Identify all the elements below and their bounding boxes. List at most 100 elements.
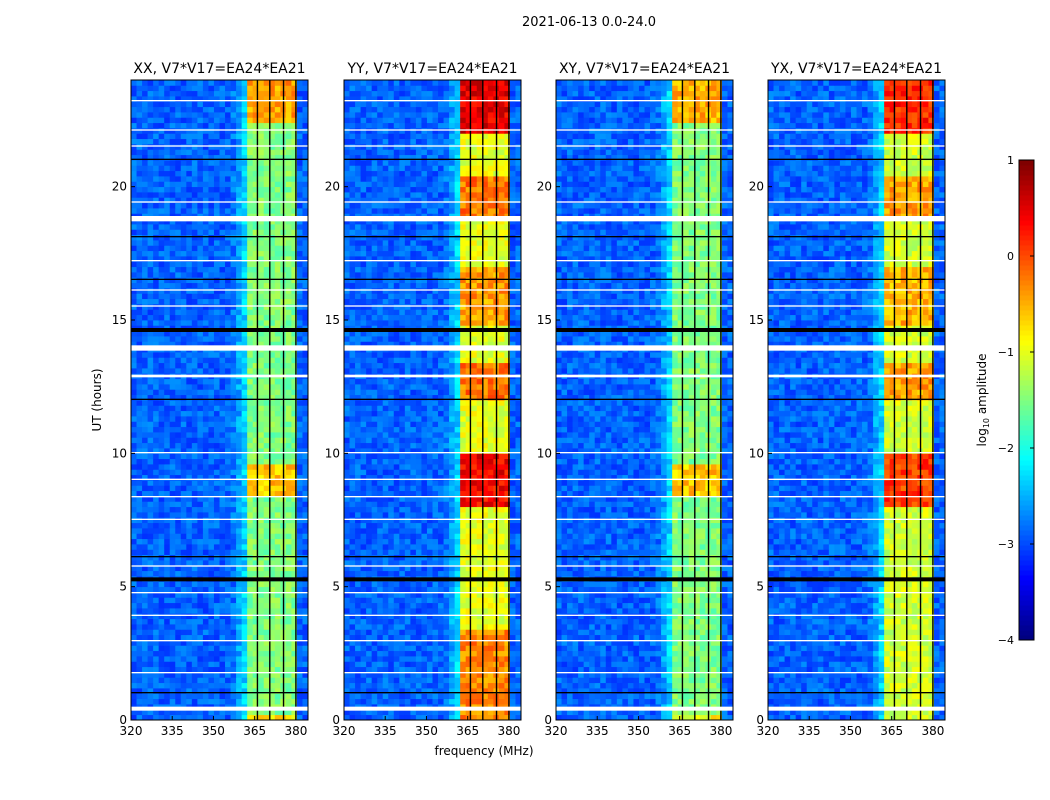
heatmap-cell — [258, 224, 265, 230]
heatmap-cell — [263, 288, 270, 294]
heatmap-cell — [169, 656, 176, 662]
heatmap-cell — [252, 117, 259, 124]
heatmap-cell — [153, 192, 160, 198]
heatmap-cell — [236, 138, 243, 145]
flagged-row — [131, 640, 308, 642]
heatmap-cell — [191, 234, 198, 241]
heatmap-cell — [219, 309, 226, 316]
heatmap-cell — [225, 624, 231, 630]
heatmap-cell — [482, 544, 489, 550]
heatmap-cell — [186, 368, 193, 374]
heatmap-cell — [360, 682, 367, 689]
heatmap-cell — [175, 101, 182, 108]
heatmap-cell — [164, 592, 171, 598]
heatmap-cell — [202, 602, 209, 609]
heatmap-cell — [175, 640, 182, 646]
heatmap-cell — [186, 565, 193, 572]
heatmap-cell — [225, 277, 231, 284]
heatmap-cell — [236, 117, 243, 124]
heatmap-cell — [366, 634, 373, 641]
heatmap-cell — [180, 645, 187, 652]
heatmap-cell — [158, 165, 165, 172]
heatmap-cell — [487, 629, 494, 636]
heatmap-cell — [131, 672, 137, 678]
heatmap-cell — [158, 378, 165, 385]
heatmap-cell — [186, 293, 193, 300]
heatmap-cell — [153, 469, 160, 476]
heatmap-cell — [225, 298, 231, 305]
heatmap-cell — [186, 645, 193, 652]
heatmap-cell — [147, 629, 154, 636]
heatmap-cell — [302, 272, 309, 278]
heatmap-cell — [355, 688, 361, 694]
heatmap-cell — [164, 501, 171, 508]
heatmap-cell — [454, 656, 461, 662]
heatmap-cell — [487, 666, 494, 673]
heatmap-cell — [230, 581, 237, 588]
heatmap-cell — [197, 437, 204, 444]
heatmap-cell — [296, 224, 303, 230]
heatmap-cell — [158, 272, 165, 278]
heatmap-cell — [136, 661, 143, 668]
heatmap-cell — [443, 613, 450, 620]
heatmap-cell — [252, 170, 259, 177]
heatmap-cell — [219, 202, 226, 209]
heatmap-cell — [269, 138, 276, 145]
heatmap-cell — [355, 586, 361, 593]
heatmap-cell — [180, 224, 187, 230]
heatmap-cell — [247, 282, 254, 289]
heatmap-cell — [142, 677, 148, 684]
heatmap-cell — [202, 416, 209, 422]
heatmap-cell — [438, 602, 444, 609]
heatmap-cell — [504, 640, 511, 646]
heatmap-cell — [202, 186, 209, 193]
heatmap-cell — [274, 250, 281, 257]
heatmap-cell — [225, 512, 231, 518]
heatmap-cell — [136, 405, 143, 412]
heatmap-cell — [247, 650, 254, 657]
heatmap-cell — [147, 522, 154, 529]
heatmap-cell — [399, 618, 406, 625]
heatmap-cell — [471, 661, 478, 668]
heatmap-cell — [296, 480, 303, 486]
heatmap-cell — [191, 288, 198, 294]
heatmap-cell — [269, 437, 276, 444]
heatmap-cell — [302, 522, 309, 529]
heatmap-cell — [302, 405, 309, 412]
heatmap-cell — [449, 645, 456, 652]
heatmap-cell — [285, 298, 292, 305]
heatmap-cell — [263, 634, 270, 641]
heatmap-cell — [158, 341, 165, 348]
heatmap-cell — [252, 688, 259, 694]
heatmap-cell — [247, 506, 254, 513]
heatmap-cell — [426, 698, 433, 705]
heatmap-cell — [258, 122, 265, 129]
heatmap-cell — [180, 485, 187, 492]
heatmap-cell — [219, 474, 226, 481]
heatmap-cell — [426, 549, 433, 556]
heatmap-cell — [180, 117, 187, 124]
heatmap-cell — [153, 640, 160, 646]
heatmap-cell — [136, 672, 143, 678]
heatmap-cell — [247, 549, 254, 556]
heatmap-cell — [274, 613, 281, 620]
heatmap-cell — [202, 96, 209, 102]
heatmap-cell — [186, 240, 193, 246]
heatmap-cell — [219, 400, 226, 406]
heatmap-cell — [236, 554, 243, 561]
heatmap-cell — [482, 581, 489, 588]
heatmap-cell — [399, 698, 406, 705]
heatmap-cell — [247, 149, 254, 156]
heatmap-cell — [252, 330, 259, 337]
heatmap-cell — [164, 298, 171, 305]
heatmap-cell — [296, 490, 303, 497]
flagged-row — [131, 260, 308, 262]
heatmap-cell — [388, 693, 395, 700]
heatmap-cell — [291, 138, 298, 145]
heatmap-cell — [213, 298, 220, 305]
heatmap-cell — [147, 181, 154, 188]
heatmap-cell — [202, 128, 209, 134]
heatmap-cell — [509, 613, 516, 620]
heatmap-cell — [236, 666, 243, 673]
heatmap-cell — [504, 560, 511, 566]
